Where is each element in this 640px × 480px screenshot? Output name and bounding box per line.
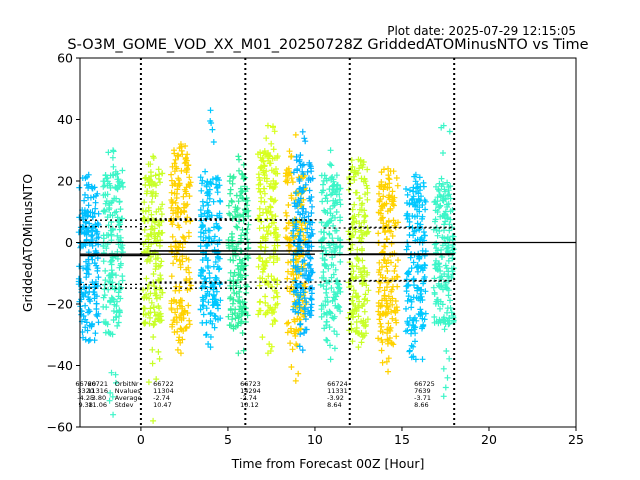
orbit-cloud-13 — [430, 122, 457, 400]
stats-row-label-3: Stdev — [115, 401, 134, 409]
stats-first-col-b-0: 66721 — [87, 380, 108, 388]
x-tick-label-5: 25 — [568, 432, 584, 447]
orbit-markers-7 — [282, 131, 309, 384]
plot-date: Plot date: 2025-07-29 12:15:05 — [387, 24, 576, 38]
orbit-markers-4 — [197, 107, 224, 351]
stats-orbit-3-3: 8.66 — [414, 401, 428, 409]
orbit-markers-6 — [255, 122, 281, 357]
stats-orbit-0-3: 10.47 — [153, 401, 172, 409]
stats-orbit-2-2: -3.92 — [327, 394, 344, 402]
x-tick-label-0: 0 — [137, 432, 145, 447]
orbit-cloud-0 — [75, 171, 102, 344]
orbit-cloud-3 — [168, 141, 194, 357]
y-tick-label-6: 60 — [57, 51, 73, 66]
stats-first-col-b-3: 11.06 — [88, 401, 107, 409]
stats-first-col-b-2: -3.80 — [89, 394, 106, 402]
stats-orbit-1-0: 66723 — [240, 380, 261, 388]
orbit-markers-1 — [100, 147, 126, 418]
stats-first-col-b-1: 11316 — [87, 387, 108, 395]
orbit-markers-9 — [317, 147, 344, 363]
orbit-cloud-4 — [197, 107, 224, 351]
x-tick-label-3: 15 — [394, 432, 410, 447]
y-tick-label-1: −40 — [47, 358, 73, 373]
stats-orbit-2-1: 11331 — [327, 387, 348, 395]
orbit-markers-10 — [345, 156, 372, 351]
y-tick-label-5: 40 — [57, 112, 73, 127]
stats-orbit-0-2: -2.74 — [153, 394, 170, 402]
orbit-cloud-11 — [375, 165, 401, 375]
stats-orbit-2-3: 8.64 — [327, 401, 341, 409]
orbit-cloud-12 — [402, 171, 429, 363]
stats-first-col-a-1: 3320 — [77, 387, 94, 395]
stats-row-label-1: Nvalues — [115, 387, 142, 395]
orbit-markers-11 — [375, 165, 401, 375]
y-axis-label: GriddedATOMinusNTO — [20, 174, 35, 312]
stats-row-label-0: OrbitNr — [115, 380, 139, 388]
x-axis-label: Time from Forecast 00Z [Hour] — [231, 456, 425, 471]
stats-first-col-a-2: -4.25 — [77, 394, 94, 402]
stats-orbit-3-1: 7639 — [414, 387, 431, 395]
orbit-cloud-10 — [345, 156, 372, 351]
stats-orbit-3-2: -3.71 — [414, 394, 431, 402]
stats-orbit-1-1: 14294 — [240, 387, 261, 395]
stats-orbit-2-0: 66724 — [327, 380, 348, 388]
stats-orbit-3-0: 66725 — [414, 380, 435, 388]
x-tick-label-2: 10 — [307, 432, 323, 447]
y-tick-label-0: −60 — [47, 420, 73, 435]
orbit-cloud-9 — [317, 147, 344, 363]
stats-first-col-a-3: 9.38 — [78, 401, 92, 409]
x-tick-label-1: 5 — [224, 432, 232, 447]
orbit-markers-12 — [402, 171, 429, 363]
orbit-markers-13 — [430, 122, 457, 400]
stats-orbit-0-0: 66722 — [153, 380, 174, 388]
x-tick-label-4: 20 — [481, 432, 497, 447]
y-tick-label-2: −20 — [47, 297, 73, 312]
stats-row-label-2: Average — [115, 394, 142, 402]
chart-title: S-O3M_GOME_VOD_XX_M01_20250728Z GriddedA… — [67, 37, 588, 53]
stats-orbit-1-3: 10.12 — [240, 401, 259, 409]
orbit-cloud-7 — [282, 131, 309, 384]
scatter-points — [75, 107, 457, 424]
orbit-markers-0 — [75, 171, 102, 344]
stats-orbit-1-2: -2.74 — [240, 394, 257, 402]
stats-orbit-0-1: 11304 — [153, 387, 174, 395]
orbit-cloud-6 — [255, 122, 281, 357]
orbit-markers-3 — [168, 141, 194, 357]
y-tick-label-4: 20 — [57, 174, 73, 189]
y-tick-label-3: 0 — [65, 235, 73, 250]
orbit-cloud-1 — [100, 147, 126, 418]
stats-first-col-a-0: 66720 — [75, 380, 96, 388]
